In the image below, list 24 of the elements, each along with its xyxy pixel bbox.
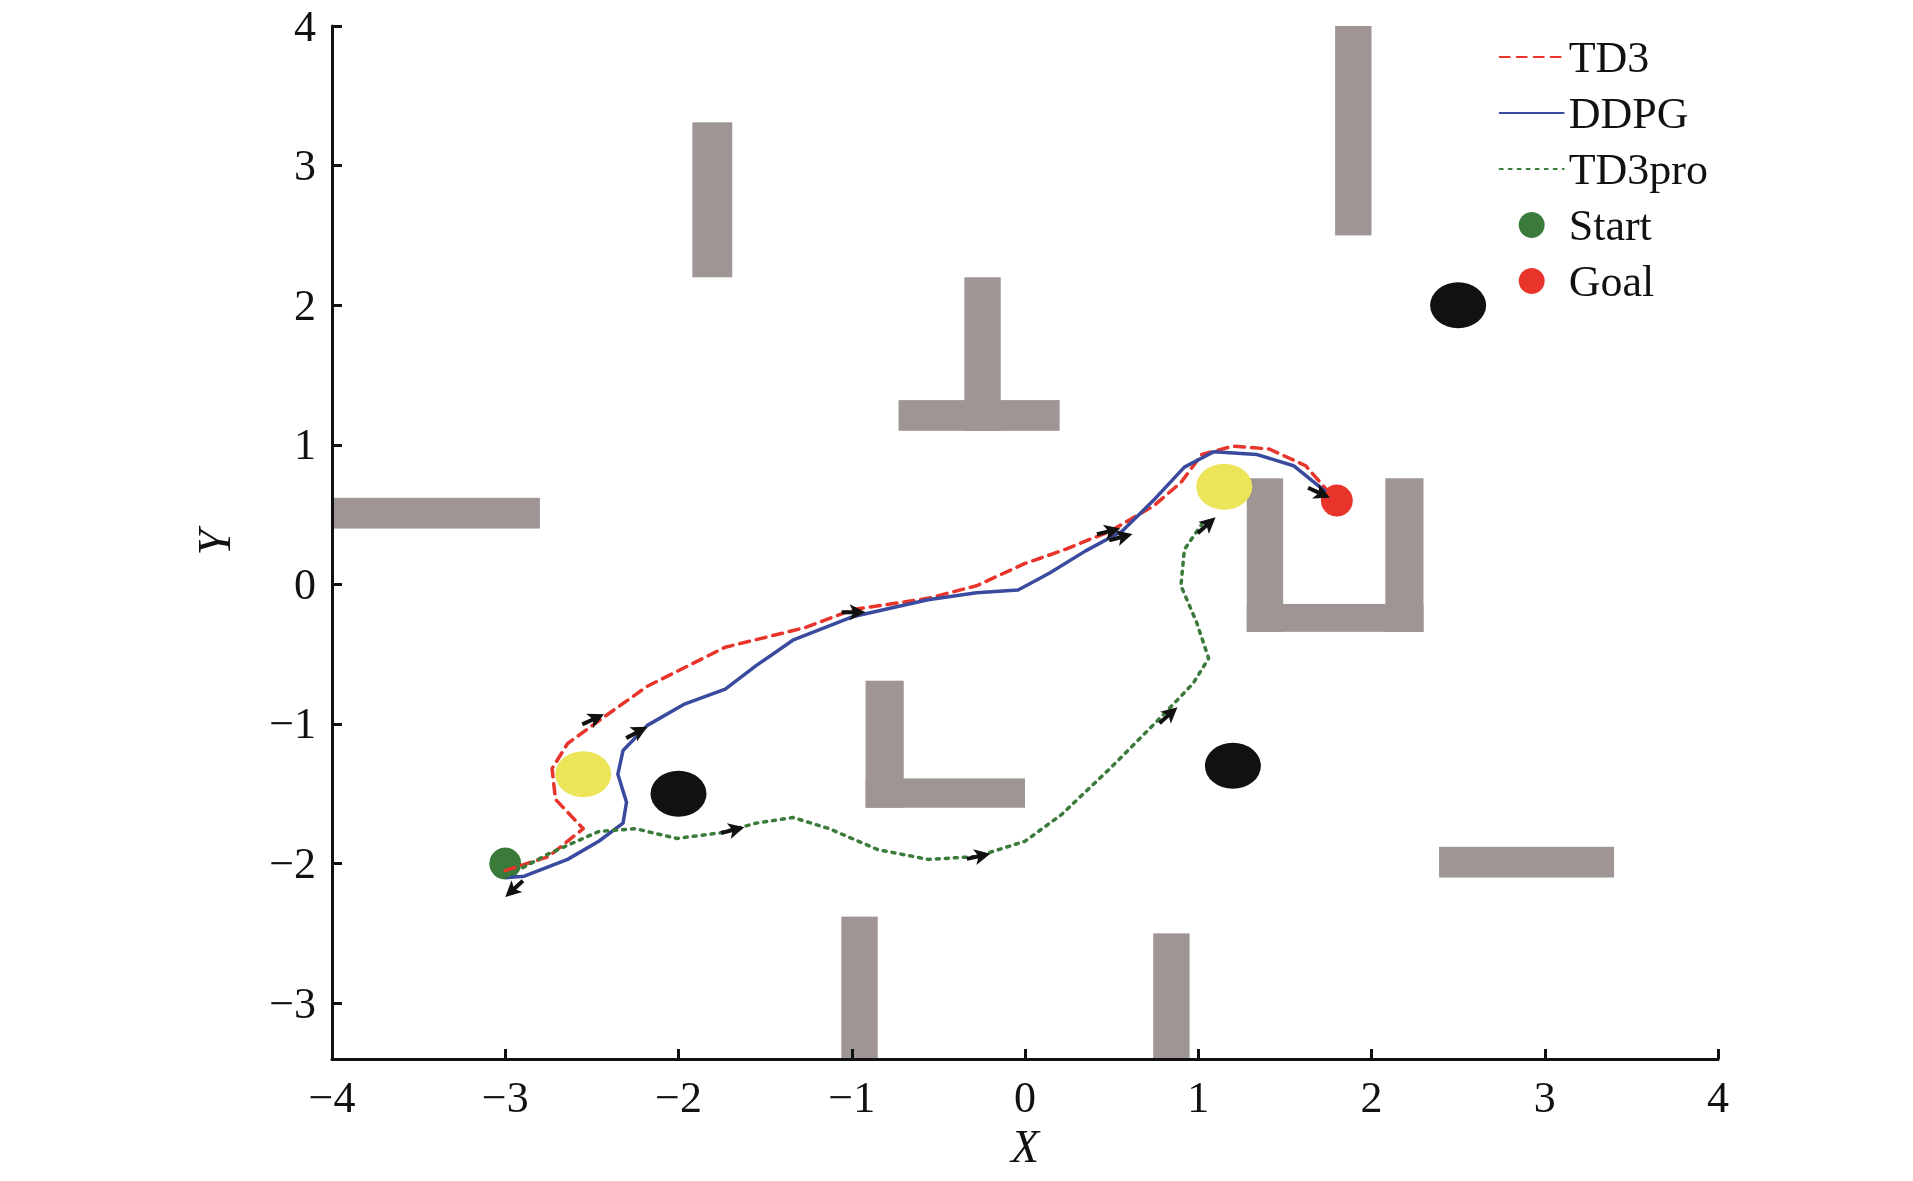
legend-label: Start	[1568, 200, 1652, 250]
x-tick-label: −2	[655, 1072, 702, 1122]
y-tick-label: 3	[294, 141, 316, 191]
y-tick-label: −2	[269, 839, 316, 889]
legend-label: Goal	[1568, 256, 1655, 306]
x-tick-label: 3	[1533, 1072, 1556, 1122]
x-tick-label: −1	[828, 1072, 876, 1122]
legend-label: TD3pro	[1568, 144, 1709, 194]
legend-label: DDPG	[1568, 88, 1689, 138]
y-tick-label: 1	[294, 420, 316, 470]
x-tick-label: 4	[1707, 1072, 1729, 1122]
x-tick-label: 1	[1187, 1072, 1210, 1122]
y-tick-label: −3	[269, 978, 316, 1028]
y-tick-label: 2	[294, 280, 316, 330]
x-tick-label: 0	[1014, 1072, 1036, 1122]
x-tick-label: 2	[1360, 1072, 1383, 1122]
legend-label: TD3	[1568, 32, 1650, 82]
y-tick-label: 4	[294, 1, 316, 51]
x-tick-label: −4	[308, 1072, 356, 1122]
x-tick-label: −3	[481, 1072, 529, 1122]
y-tick-label: 0	[294, 559, 316, 609]
y-tick-label: −1	[269, 699, 316, 749]
y-axis-title: Y	[188, 525, 240, 556]
x-axis-title: X	[1008, 1121, 1041, 1173]
